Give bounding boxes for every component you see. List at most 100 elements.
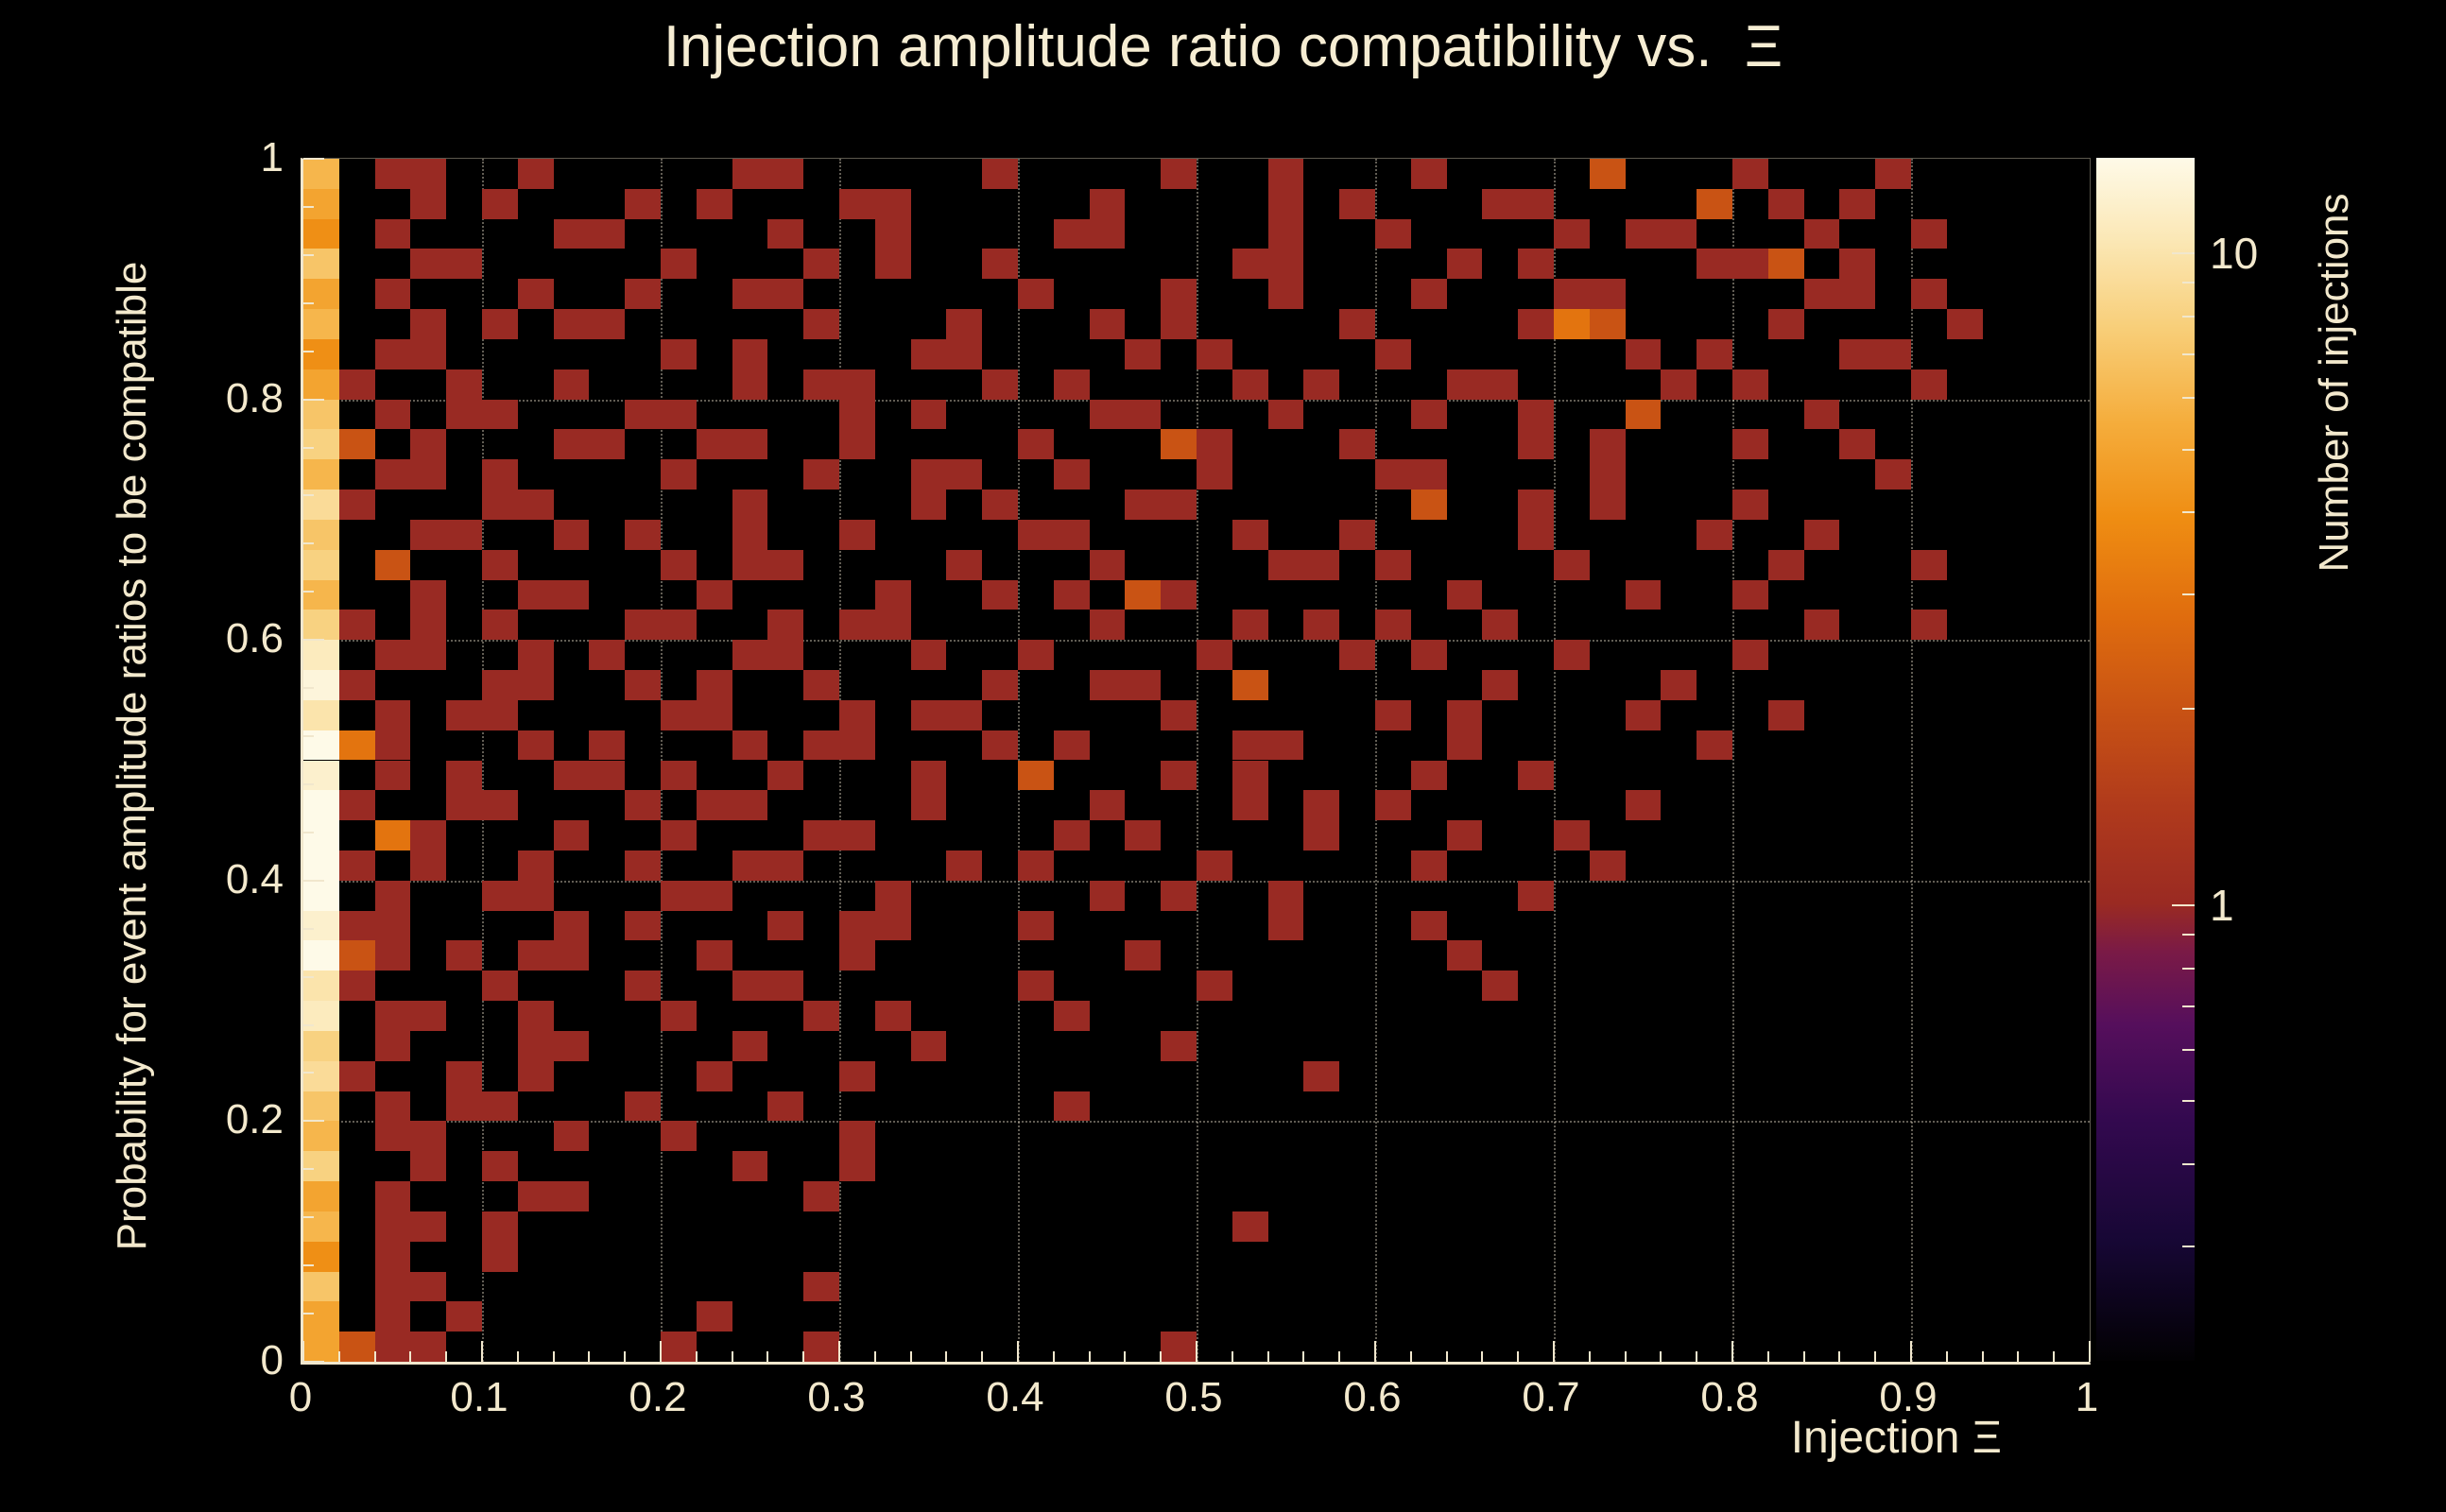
heatmap-cell (553, 910, 590, 941)
heatmap-cell (661, 399, 697, 430)
heatmap-cell (982, 579, 1018, 610)
y-axis-minor-tick (303, 975, 314, 978)
heatmap-cell (553, 940, 590, 971)
heatmap-cell (374, 1121, 411, 1152)
x-axis-minor-tick (981, 1351, 984, 1362)
x-axis-minor-tick (1802, 1351, 1805, 1362)
x-axis-major-tick (838, 1341, 840, 1362)
heatmap-cell (446, 1091, 482, 1122)
heatmap-cell (1732, 429, 1768, 460)
colorbar-minor-tick (2182, 1245, 2195, 1247)
heatmap-cell (982, 730, 1018, 761)
heatmap-cell (1446, 730, 1483, 761)
heatmap-cell (517, 1001, 554, 1031)
heatmap-cell (446, 940, 482, 971)
heatmap-cell (1303, 820, 1340, 850)
heatmap-cell (946, 459, 983, 490)
x-axis-minor-tick (445, 1351, 448, 1362)
x-axis-major-tick (1196, 1341, 1197, 1362)
heatmap-cell (661, 610, 697, 641)
x-axis-minor-tick (1874, 1351, 1877, 1362)
heatmap-cell (1518, 760, 1554, 791)
heatmap-cell (1482, 188, 1519, 219)
heatmap-cell (874, 910, 911, 941)
x-axis-minor-tick (516, 1351, 519, 1362)
colorbar-major-tick (2172, 251, 2195, 254)
heatmap-cell (1697, 519, 1732, 550)
heatmap-cell (1375, 790, 1411, 821)
heatmap-cell (839, 1060, 875, 1091)
heatmap-cell (374, 338, 411, 369)
heatmap-cell (589, 760, 626, 791)
heatmap-cell (482, 971, 518, 1002)
heatmap-cell (803, 309, 839, 339)
heatmap-cell (1125, 338, 1162, 369)
heatmap-cell (1267, 188, 1304, 219)
y-axis-major-tick (303, 879, 324, 882)
heatmap-cell (303, 880, 339, 911)
colorbar-minor-tick (2182, 1163, 2195, 1166)
heatmap-cell (517, 159, 554, 189)
heatmap-cell (1554, 218, 1590, 249)
heatmap-cell (767, 760, 804, 791)
heatmap-cell (303, 1001, 339, 1031)
heatmap-cell (1053, 730, 1090, 761)
heatmap-cell (696, 429, 732, 460)
heatmap-cell (1375, 218, 1411, 249)
grid-line-vertical (1911, 159, 1913, 1362)
heatmap-cell (446, 790, 482, 821)
heatmap-cell (482, 490, 518, 520)
heatmap-cell (1661, 670, 1697, 700)
heatmap-cell (374, 459, 411, 490)
heatmap-cell (374, 549, 411, 580)
heatmap-cell (1410, 490, 1447, 520)
heatmap-cell (1803, 279, 1840, 310)
heatmap-cell (410, 459, 447, 490)
x-axis-minor-tick (588, 1351, 591, 1362)
heatmap-cell (303, 338, 339, 369)
heatmap-cell (303, 1241, 339, 1272)
heatmap-cell (374, 279, 411, 310)
heatmap-cell (338, 369, 375, 400)
heatmap-cell (767, 1091, 804, 1122)
heatmap-cell (1125, 579, 1162, 610)
heatmap-cell (410, 159, 447, 189)
heatmap-cell (625, 610, 661, 641)
colorbar-minor-tick (2182, 352, 2195, 355)
heatmap-cell (732, 490, 768, 520)
x-tick-label: 0.6 (1343, 1374, 1402, 1420)
heatmap-cell (374, 1271, 411, 1302)
heatmap-cell (303, 910, 339, 941)
x-axis-minor-tick (1231, 1351, 1233, 1362)
heatmap-cell (1161, 760, 1197, 791)
heatmap-cell (482, 610, 518, 641)
heatmap-cell (1589, 309, 1626, 339)
heatmap-cell (767, 279, 804, 310)
heatmap-cell (625, 670, 661, 700)
heatmap-cell (303, 459, 339, 490)
heatmap-cell (1911, 279, 1947, 310)
heatmap-cell (553, 1121, 590, 1152)
heatmap-cell (982, 670, 1018, 700)
heatmap-cell (1732, 159, 1768, 189)
heatmap-cell (696, 1060, 732, 1091)
heatmap-cell (1197, 338, 1232, 369)
heatmap-cell (1018, 971, 1054, 1002)
heatmap-cell (1089, 188, 1126, 219)
x-tick-label: 0.5 (1164, 1374, 1223, 1420)
heatmap-cell (982, 490, 1018, 520)
heatmap-cell (553, 760, 590, 791)
y-axis-minor-tick (303, 1072, 314, 1074)
heatmap-cell (803, 730, 839, 761)
heatmap-cell (1267, 159, 1304, 189)
heatmap-cell (1732, 490, 1768, 520)
y-axis-minor-tick (303, 494, 314, 497)
heatmap-cell (374, 1030, 411, 1061)
heatmap-cell (589, 640, 626, 670)
x-axis-major-tick (481, 1341, 483, 1362)
heatmap-cell (625, 279, 661, 310)
heatmap-cell (1197, 429, 1232, 460)
heatmap-cell (303, 549, 339, 580)
colorbar-minor-tick (2182, 282, 2195, 284)
heatmap-cell (1518, 429, 1554, 460)
